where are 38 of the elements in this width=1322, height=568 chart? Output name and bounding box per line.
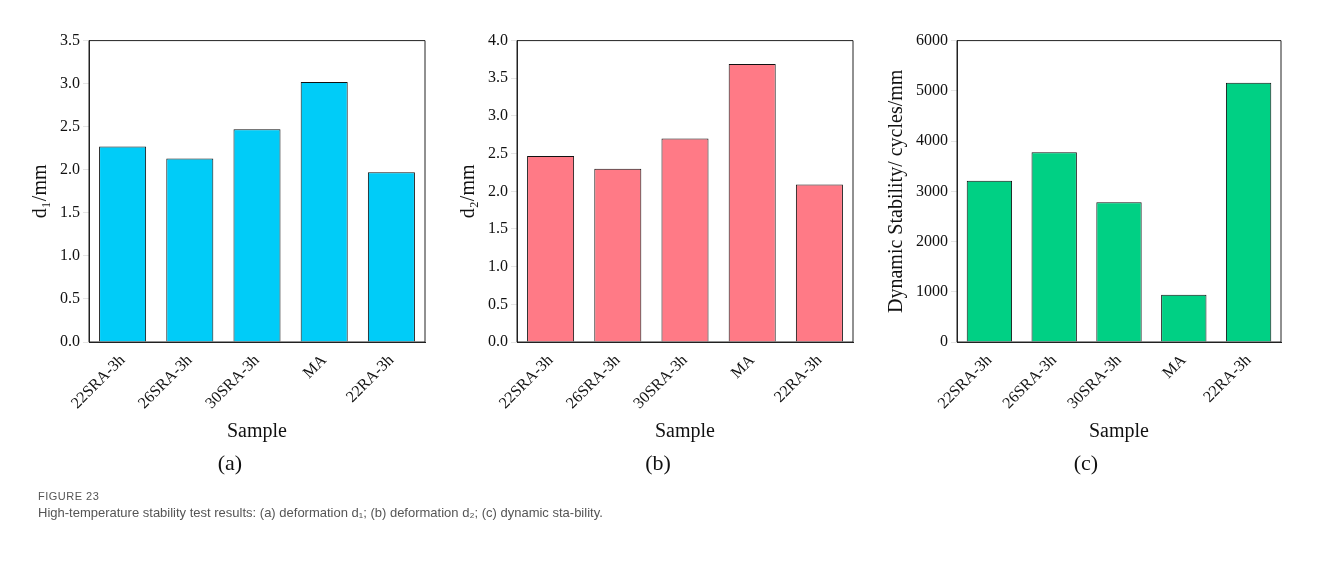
y-tick-label: 2000 xyxy=(916,231,948,249)
y-tick-label: 2.0 xyxy=(60,159,80,177)
y-axis-title: d₂/mm xyxy=(456,164,479,219)
y-tick-label: 0 xyxy=(940,332,948,350)
y-tick-label: 3.0 xyxy=(60,73,80,91)
y-tick-label: 2.5 xyxy=(60,116,80,134)
y-tick-label: 1.0 xyxy=(60,246,80,264)
y-tick-label: 1.5 xyxy=(488,219,508,237)
y-tick-label: 0.5 xyxy=(488,294,508,312)
y-tick-label: 3000 xyxy=(916,181,948,199)
x-tick-label: MA xyxy=(1158,350,1190,382)
y-axis-title: Dynamic Stability/ cycles/mm xyxy=(884,69,908,313)
x-axis-title: Sample xyxy=(227,419,288,443)
y-tick-label: 5000 xyxy=(916,81,948,99)
y-tick-label: 3.5 xyxy=(60,30,80,48)
y-tick-label: 1.0 xyxy=(488,256,508,274)
y-tick-label: 0.0 xyxy=(488,332,508,350)
y-tick-label: 3.5 xyxy=(488,68,508,86)
y-tick-label: 6000 xyxy=(916,30,948,48)
y-tick-label: 4.0 xyxy=(488,30,508,48)
y-axis-title: d₁/mm xyxy=(28,164,51,219)
y-tick-label: 4000 xyxy=(916,131,948,149)
x-axis-title: Sample xyxy=(655,419,716,443)
text: (a) xyxy=(217,450,243,476)
x-axis-title: Sample xyxy=(1089,419,1150,443)
y-tick-label: 2.5 xyxy=(488,143,508,161)
text: (c) xyxy=(1073,450,1099,476)
y-tick-label: 0.0 xyxy=(60,332,80,350)
x-tick-label: MA xyxy=(727,350,758,382)
caption: FIGURE 23 xyxy=(38,490,101,502)
text: High-temperature stability test results: (a) deformation d₁; (b) deformation d₂; (c) dynamic sta-bility. xyxy=(38,505,604,520)
text: (b) xyxy=(645,450,671,476)
x-tick-label: MA xyxy=(299,350,330,382)
y-tick-label: 2.0 xyxy=(488,181,508,199)
y-tick-label: 1.5 xyxy=(60,203,80,221)
y-tick-label: 1000 xyxy=(916,281,948,299)
y-tick-label: 3.0 xyxy=(488,106,508,124)
y-tick-label: 0.5 xyxy=(60,289,80,307)
